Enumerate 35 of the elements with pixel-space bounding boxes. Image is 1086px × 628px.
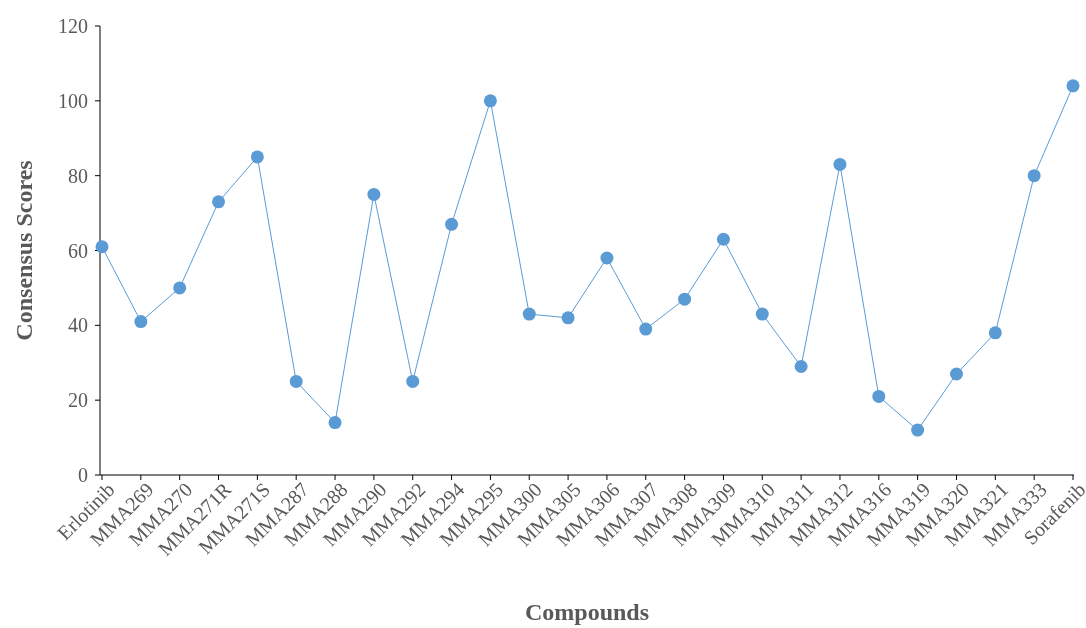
y-tick-label: 120 xyxy=(58,15,88,37)
point xyxy=(949,367,963,381)
y-tick-label: 60 xyxy=(68,239,88,262)
point xyxy=(445,217,459,231)
point xyxy=(328,416,342,430)
point xyxy=(678,292,692,306)
point xyxy=(522,307,536,321)
y-tick-label: 0 xyxy=(78,464,88,486)
point xyxy=(794,359,808,373)
point xyxy=(755,307,769,321)
point xyxy=(367,187,381,201)
point xyxy=(600,251,614,265)
point xyxy=(1066,79,1080,93)
y-tick-label: 20 xyxy=(68,389,88,412)
y-axis-title: Consensus Scores xyxy=(11,160,37,341)
point xyxy=(1027,169,1041,183)
y-tick-label: 100 xyxy=(58,89,88,112)
point xyxy=(173,281,187,295)
x-axis-title: Compounds xyxy=(524,599,650,625)
point xyxy=(988,326,1002,340)
point xyxy=(95,240,109,254)
point xyxy=(911,423,925,437)
y-tick-label: 40 xyxy=(68,314,88,337)
point xyxy=(716,232,730,246)
y-tick-label: 80 xyxy=(68,164,88,187)
point xyxy=(289,374,303,388)
point xyxy=(639,322,653,336)
point xyxy=(833,157,847,171)
point xyxy=(561,311,575,325)
point xyxy=(250,150,264,164)
point xyxy=(872,389,886,403)
point xyxy=(406,374,420,388)
point xyxy=(212,195,226,209)
point xyxy=(134,315,148,329)
point xyxy=(483,94,497,108)
